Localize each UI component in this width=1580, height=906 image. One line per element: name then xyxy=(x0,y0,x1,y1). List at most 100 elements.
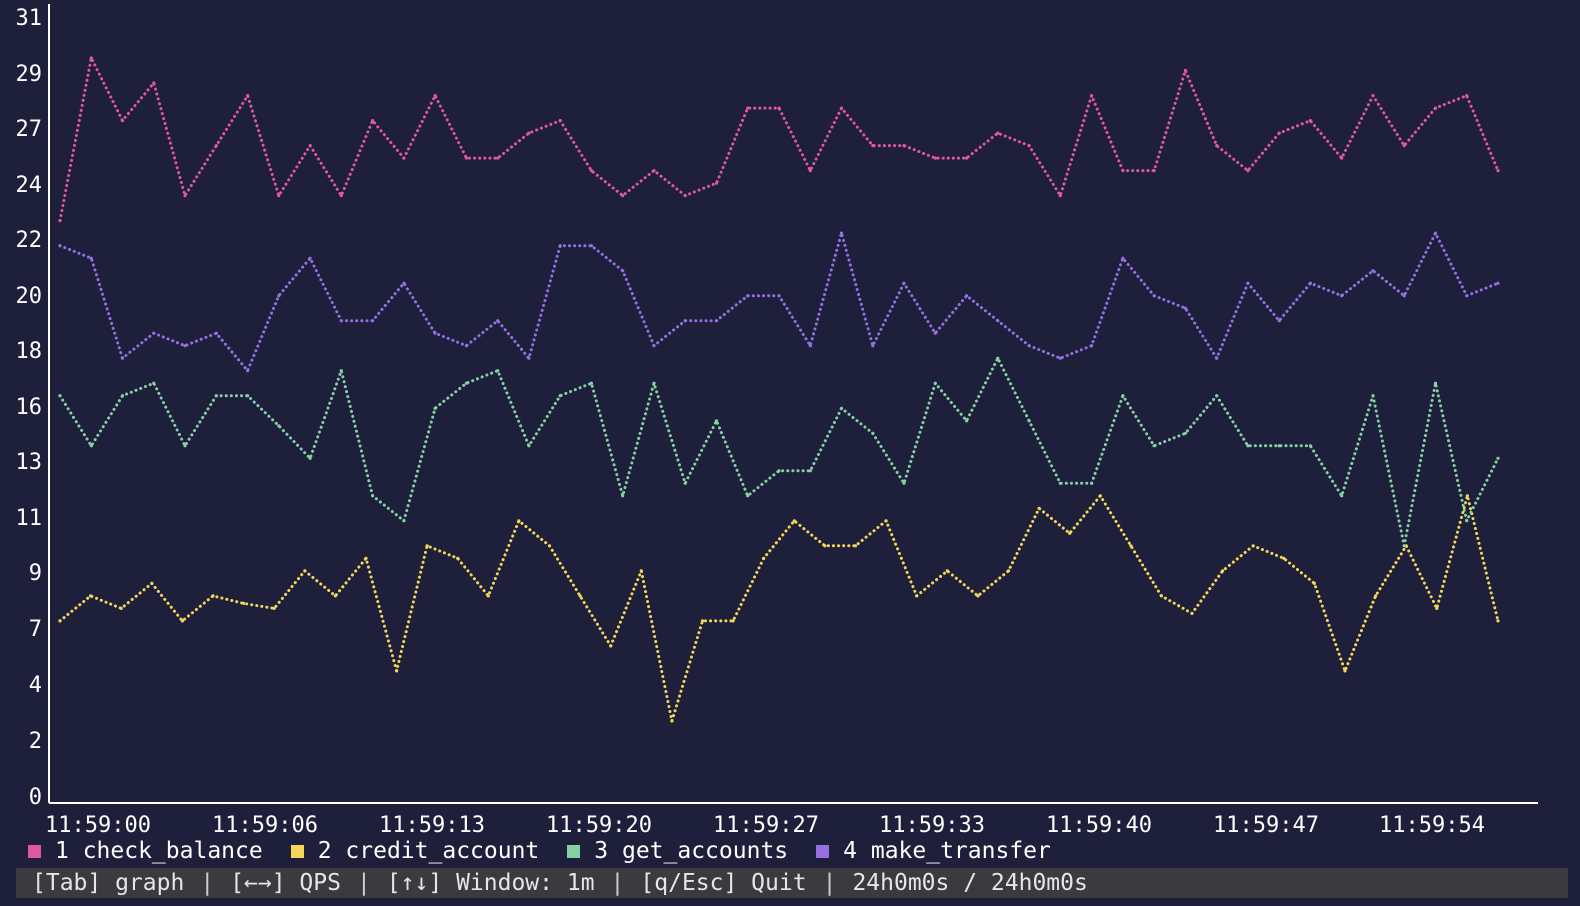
x-tick-label: 11:59:20 xyxy=(546,813,652,838)
data-point xyxy=(1027,344,1031,348)
data-point xyxy=(1371,94,1375,98)
data-point xyxy=(1183,68,1187,73)
data-point xyxy=(433,406,437,410)
data-point xyxy=(902,144,906,148)
data-point xyxy=(1251,544,1255,548)
data-point xyxy=(402,156,406,160)
data-point xyxy=(1277,444,1281,448)
data-point xyxy=(976,594,980,598)
y-tick-label: 27 xyxy=(16,117,43,142)
data-point xyxy=(1058,194,1062,198)
y-tick-label: 18 xyxy=(16,339,43,364)
data-point xyxy=(527,131,531,135)
data-point xyxy=(1433,106,1438,110)
data-point xyxy=(714,181,719,185)
data-point xyxy=(1465,94,1469,98)
data-point xyxy=(1433,231,1438,235)
data-point xyxy=(496,156,500,160)
data-point xyxy=(277,294,281,298)
y-tick-label: 2 xyxy=(29,729,42,754)
data-point xyxy=(1246,169,1250,173)
data-point xyxy=(214,394,218,398)
data-point xyxy=(1465,294,1469,298)
status-separator: | xyxy=(200,870,215,896)
data-point xyxy=(371,119,375,123)
data-point xyxy=(1277,131,1281,135)
data-point xyxy=(1402,144,1406,148)
quit-hint[interactable]: [q/Esc] Quit xyxy=(640,870,807,896)
data-point xyxy=(762,556,766,560)
legend-label-credit-account: 2 credit_account xyxy=(317,838,540,864)
data-point xyxy=(1308,444,1312,448)
data-point xyxy=(1343,669,1347,673)
data-point xyxy=(1433,381,1438,385)
data-point xyxy=(902,481,906,485)
data-point xyxy=(1371,269,1375,273)
data-point xyxy=(652,344,656,348)
y-tick-label: 0 xyxy=(29,785,42,810)
data-point xyxy=(1308,281,1312,285)
data-point xyxy=(639,569,643,573)
data-point xyxy=(996,319,1000,323)
data-point xyxy=(303,569,307,573)
legend-item-credit-account: 2 credit_account xyxy=(290,838,540,864)
legend-swatch-get-accounts xyxy=(567,844,581,858)
data-point xyxy=(1159,594,1163,598)
data-point xyxy=(214,144,218,148)
data-point xyxy=(558,119,562,123)
data-point xyxy=(1183,431,1187,435)
data-point xyxy=(714,319,719,323)
data-point xyxy=(120,356,125,360)
data-point xyxy=(1121,169,1125,173)
data-point xyxy=(996,356,1000,360)
series-layer xyxy=(58,56,1500,723)
legend-swatch-check-balance xyxy=(28,844,41,858)
legend-swatch-make-transfer xyxy=(816,844,830,858)
data-point xyxy=(496,319,500,323)
data-point xyxy=(333,594,337,598)
data-point xyxy=(527,444,531,448)
status-separator: | xyxy=(610,870,625,896)
data-point xyxy=(1402,544,1406,548)
data-point xyxy=(746,294,750,298)
data-point xyxy=(1152,169,1156,173)
data-point xyxy=(464,381,468,385)
data-point xyxy=(402,281,406,285)
data-point xyxy=(839,231,844,235)
data-point xyxy=(120,394,125,398)
data-point xyxy=(1221,569,1225,573)
data-point xyxy=(1340,156,1344,160)
data-point xyxy=(402,519,406,523)
data-point xyxy=(714,419,719,423)
data-point xyxy=(58,394,62,398)
tab-graph-hint[interactable]: [Tab] graph xyxy=(32,870,185,896)
data-point xyxy=(1277,319,1281,323)
data-point xyxy=(792,519,796,523)
data-point xyxy=(871,344,875,348)
data-point xyxy=(1037,506,1041,510)
data-point xyxy=(1027,144,1031,148)
data-point xyxy=(589,244,594,248)
data-point xyxy=(464,156,468,160)
data-point xyxy=(884,519,888,523)
data-point xyxy=(425,544,429,548)
x-tick-label: 11:59:54 xyxy=(1379,813,1485,838)
qps-hint[interactable]: [←→] QPS xyxy=(230,870,341,896)
data-point xyxy=(364,556,368,560)
x-tick-label: 11:59:27 xyxy=(713,813,819,838)
data-point xyxy=(152,81,156,85)
data-point xyxy=(246,94,250,98)
data-point xyxy=(277,194,281,198)
data-point xyxy=(746,106,750,110)
data-point xyxy=(456,556,460,560)
data-point xyxy=(1215,394,1219,398)
data-point xyxy=(1152,294,1156,298)
data-point xyxy=(527,356,531,360)
y-tick-label: 22 xyxy=(16,228,43,253)
data-point xyxy=(180,619,184,623)
window-hint[interactable]: [↑↓] Window: 1m xyxy=(386,870,595,896)
data-point xyxy=(933,156,937,160)
data-point xyxy=(1190,611,1194,616)
legend-label-make-transfer: 4 make_transfer xyxy=(843,838,1051,864)
data-point xyxy=(1090,344,1094,348)
